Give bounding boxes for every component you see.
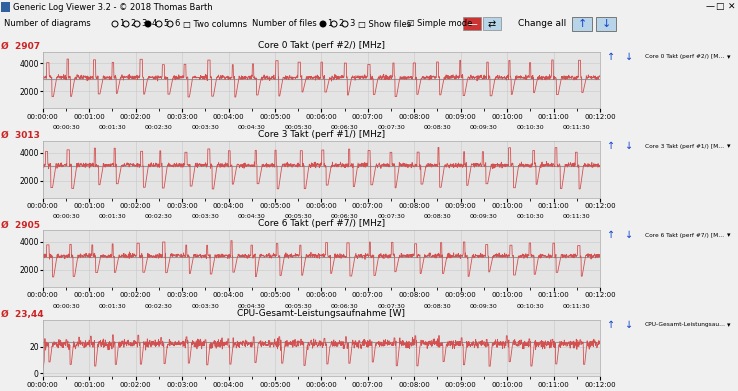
Text: Core 3 Takt (perf #1/) [MHz]: Core 3 Takt (perf #1/) [MHz] (258, 130, 385, 139)
Text: 4: 4 (152, 20, 157, 29)
Bar (596, 17, 616, 31)
Text: ▾: ▾ (727, 232, 730, 239)
Text: ☑ Simple mode: ☑ Simple mode (407, 20, 472, 29)
Circle shape (320, 21, 326, 27)
Text: ▾: ▾ (727, 54, 730, 60)
Text: ↑: ↑ (607, 141, 615, 151)
Text: ↓: ↓ (625, 319, 634, 330)
Bar (483, 17, 501, 30)
Text: ▾: ▾ (727, 322, 730, 328)
Text: ↑: ↑ (607, 52, 615, 62)
Text: Generic Log Viewer 3.2 - © 2018 Thomas Barth: Generic Log Viewer 3.2 - © 2018 Thomas B… (13, 2, 213, 11)
Text: ↓: ↓ (601, 19, 610, 29)
Text: Core 0 Takt (perf #2/) [MHz]: Core 0 Takt (perf #2/) [MHz] (258, 41, 385, 50)
Text: ↓: ↓ (625, 141, 634, 151)
Text: ↑: ↑ (577, 19, 587, 29)
Text: □ Two columns: □ Two columns (183, 20, 247, 29)
Bar (463, 17, 481, 30)
Text: 2: 2 (338, 20, 343, 29)
Text: ⇄: ⇄ (488, 19, 496, 29)
Text: ▾: ▾ (727, 143, 730, 149)
Circle shape (145, 21, 151, 27)
Text: Number of diagrams: Number of diagrams (4, 20, 91, 29)
Text: 1: 1 (119, 20, 124, 29)
Text: Number of files: Number of files (252, 20, 317, 29)
Text: 2: 2 (130, 20, 135, 29)
Text: ↓: ↓ (625, 52, 634, 62)
Text: 3: 3 (141, 20, 146, 29)
Text: ↑: ↑ (607, 319, 615, 330)
Text: Core 6 Takt (perf #7/) [M…: Core 6 Takt (perf #7/) [M… (645, 233, 724, 238)
Text: Ø  23,44: Ø 23,44 (1, 310, 44, 319)
Text: ✕: ✕ (728, 2, 735, 11)
Bar (572, 17, 592, 31)
Text: □ Show files: □ Show files (358, 20, 411, 29)
Text: Ø  2905: Ø 2905 (1, 221, 41, 230)
Text: —: — (467, 19, 477, 29)
Text: ↑: ↑ (607, 230, 615, 240)
Text: Ø  2907: Ø 2907 (1, 42, 41, 51)
Bar (1, 2, 10, 12)
Text: Core 6 Takt (perf #7/) [MHz]: Core 6 Takt (perf #7/) [MHz] (258, 219, 385, 228)
Text: Change all: Change all (518, 20, 566, 29)
Text: 5: 5 (163, 20, 168, 29)
Text: ↓: ↓ (625, 230, 634, 240)
Text: Core 3 Takt (perf #1/) [M…: Core 3 Takt (perf #1/) [M… (645, 143, 724, 149)
Text: CPU-Gesamt-Leistungsaufnahme [W]: CPU-Gesamt-Leistungsaufnahme [W] (238, 308, 405, 317)
Text: Core 0 Takt (perf #2/) [M…: Core 0 Takt (perf #2/) [M… (645, 54, 724, 59)
Text: CPU-Gesamt-Leistungsau…: CPU-Gesamt-Leistungsau… (645, 322, 726, 327)
Text: 6: 6 (174, 20, 179, 29)
Text: Ø  3013: Ø 3013 (1, 131, 41, 140)
Text: 1: 1 (327, 20, 332, 29)
Text: □: □ (715, 2, 724, 11)
Text: 3: 3 (349, 20, 354, 29)
Text: —: — (706, 2, 714, 11)
